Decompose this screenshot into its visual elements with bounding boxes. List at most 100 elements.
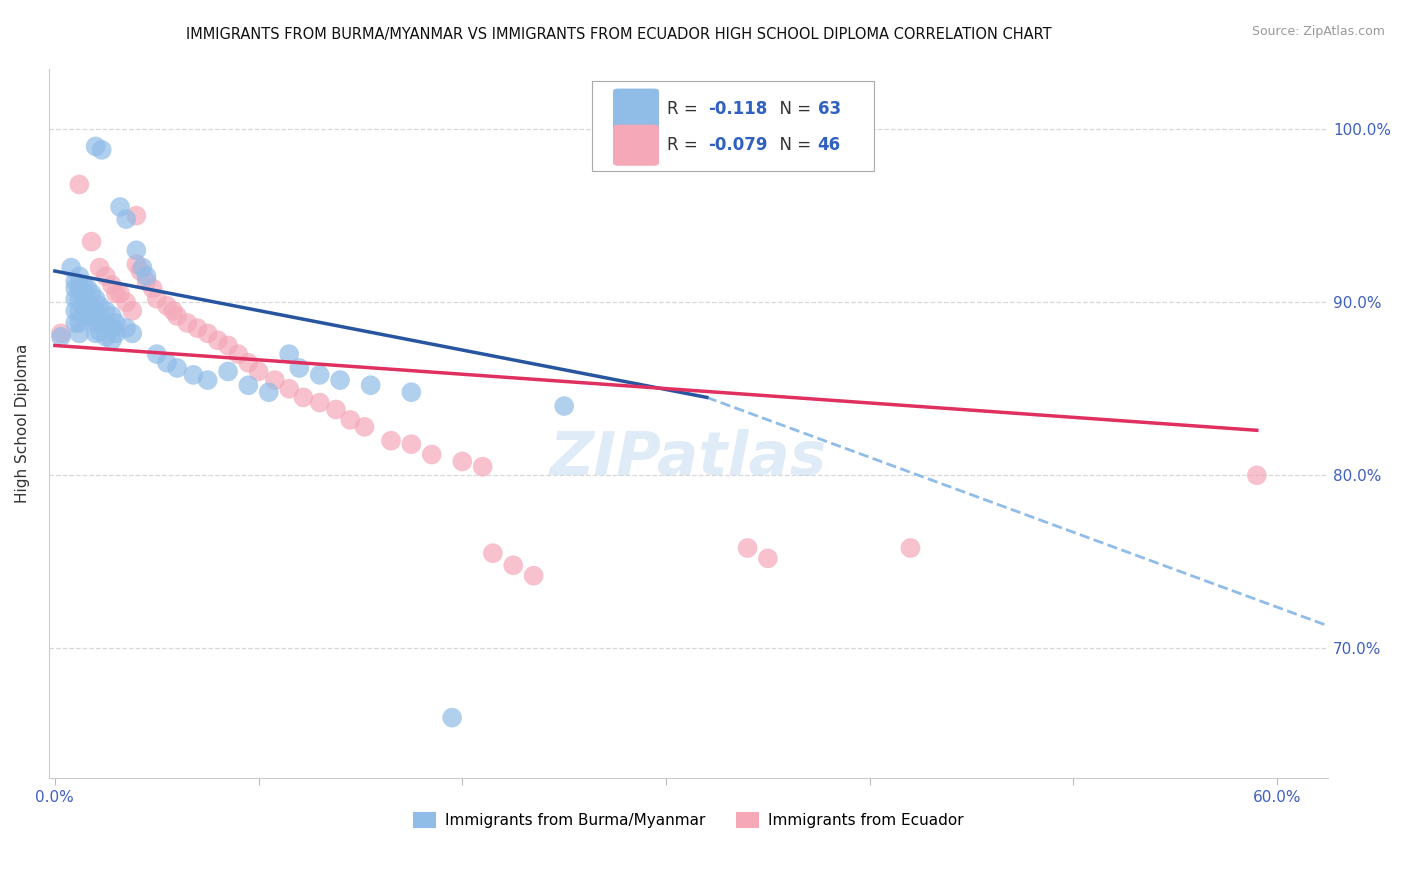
- Text: N =: N =: [769, 100, 817, 118]
- Point: [471, 459, 494, 474]
- Point: [131, 260, 153, 275]
- Point: [115, 321, 138, 335]
- Point: [115, 212, 138, 227]
- Point: [65, 292, 87, 306]
- Point: [197, 326, 219, 341]
- Point: [553, 399, 575, 413]
- Point: [94, 330, 117, 344]
- Point: [60, 260, 83, 275]
- Point: [737, 541, 759, 555]
- Point: [49, 326, 72, 341]
- Point: [67, 281, 90, 295]
- Point: [278, 347, 301, 361]
- Point: [65, 316, 87, 330]
- Legend: Immigrants from Burma/Myanmar, Immigrants from Ecuador: Immigrants from Burma/Myanmar, Immigrant…: [406, 806, 970, 834]
- Point: [360, 378, 382, 392]
- Point: [900, 541, 922, 555]
- Point: [217, 364, 239, 378]
- Y-axis label: High School Diploma: High School Diploma: [15, 343, 30, 503]
- Point: [264, 373, 287, 387]
- Point: [108, 200, 131, 214]
- Point: [420, 448, 443, 462]
- Point: [207, 333, 229, 347]
- Point: [67, 178, 90, 192]
- Point: [401, 385, 423, 400]
- Point: [94, 269, 117, 284]
- Point: [89, 260, 111, 275]
- Text: R =: R =: [666, 100, 703, 118]
- Point: [145, 347, 167, 361]
- Point: [135, 269, 157, 284]
- Text: -0.079: -0.079: [707, 136, 768, 154]
- Point: [502, 558, 524, 573]
- Point: [217, 338, 239, 352]
- Point: [65, 275, 87, 289]
- Point: [94, 316, 117, 330]
- Point: [115, 295, 138, 310]
- Text: 46: 46: [818, 136, 841, 154]
- Point: [67, 292, 90, 306]
- Point: [72, 309, 94, 323]
- Point: [121, 326, 143, 341]
- FancyBboxPatch shape: [613, 88, 659, 129]
- Point: [94, 303, 117, 318]
- Point: [308, 368, 330, 382]
- Point: [166, 361, 188, 376]
- Point: [49, 330, 72, 344]
- Point: [101, 321, 124, 335]
- Point: [76, 309, 98, 323]
- Point: [482, 546, 505, 560]
- Point: [80, 286, 103, 301]
- Point: [523, 568, 546, 582]
- Text: ZIPatlas: ZIPatlas: [550, 429, 827, 488]
- Point: [183, 368, 205, 382]
- Point: [257, 385, 280, 400]
- Point: [353, 420, 375, 434]
- Point: [156, 356, 179, 370]
- FancyBboxPatch shape: [592, 80, 875, 171]
- Point: [104, 326, 127, 341]
- Point: [135, 275, 157, 289]
- Point: [80, 235, 103, 249]
- Point: [441, 711, 464, 725]
- Point: [67, 269, 90, 284]
- Point: [65, 281, 87, 295]
- Point: [104, 286, 127, 301]
- Point: [142, 281, 165, 295]
- Point: [101, 309, 124, 323]
- Point: [90, 143, 112, 157]
- Point: [325, 402, 347, 417]
- Point: [125, 257, 148, 271]
- Text: 63: 63: [818, 100, 841, 118]
- Point: [101, 277, 124, 292]
- Point: [1246, 468, 1268, 483]
- Point: [226, 347, 249, 361]
- Point: [156, 299, 179, 313]
- Point: [756, 551, 779, 566]
- Point: [380, 434, 402, 448]
- Point: [67, 303, 90, 318]
- Point: [84, 292, 107, 306]
- Point: [76, 281, 98, 295]
- Point: [197, 373, 219, 387]
- Point: [80, 299, 103, 313]
- Point: [176, 316, 198, 330]
- Point: [72, 299, 94, 313]
- Point: [186, 321, 208, 335]
- Point: [65, 303, 87, 318]
- Point: [80, 309, 103, 323]
- Point: [108, 286, 131, 301]
- Text: Source: ZipAtlas.com: Source: ZipAtlas.com: [1251, 25, 1385, 38]
- Text: IMMIGRANTS FROM BURMA/MYANMAR VS IMMIGRANTS FROM ECUADOR HIGH SCHOOL DIPLOMA COR: IMMIGRANTS FROM BURMA/MYANMAR VS IMMIGRA…: [186, 27, 1052, 42]
- Point: [84, 303, 107, 318]
- Point: [84, 326, 107, 341]
- Point: [89, 325, 111, 339]
- Point: [401, 437, 423, 451]
- Point: [162, 303, 184, 318]
- Point: [288, 361, 311, 376]
- Point: [104, 316, 127, 330]
- Point: [125, 209, 148, 223]
- Point: [339, 413, 361, 427]
- Point: [125, 244, 148, 258]
- Point: [238, 378, 260, 392]
